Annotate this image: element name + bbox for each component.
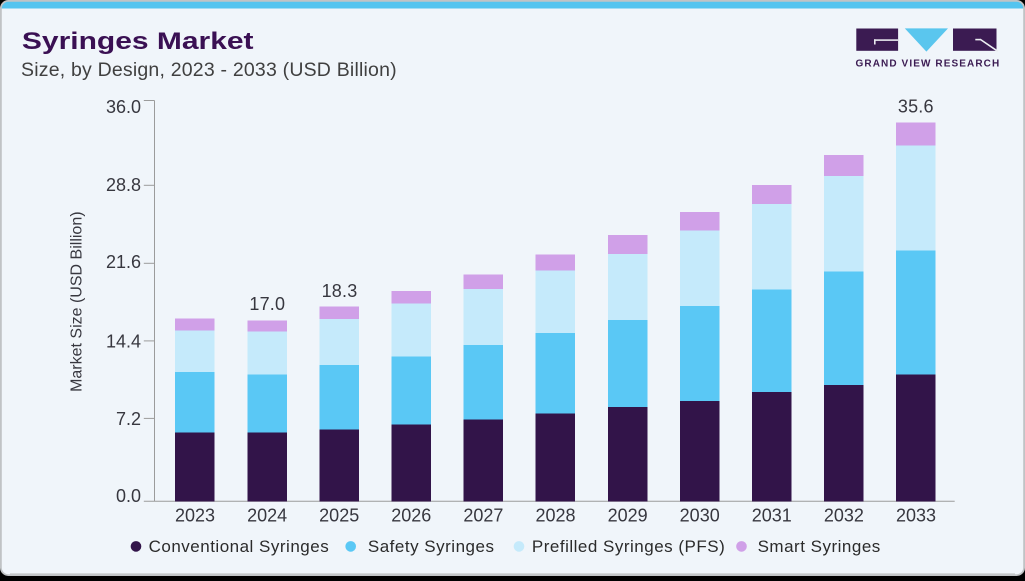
svg-text:17.0: 17.0 (249, 294, 285, 314)
svg-text:2026: 2026 (391, 505, 431, 525)
svg-text:36.0: 36.0 (106, 97, 141, 117)
svg-text:35.6: 35.6 (898, 97, 934, 117)
svg-text:0.0: 0.0 (116, 486, 141, 506)
svg-text:2024: 2024 (247, 505, 287, 525)
svg-text:GRAND VIEW RESEARCH: GRAND VIEW RESEARCH (856, 59, 1001, 70)
svg-text:Safety Syringes: Safety Syringes (368, 537, 495, 556)
svg-text:2023: 2023 (175, 505, 215, 525)
svg-text:28.8: 28.8 (106, 175, 141, 195)
svg-text:21.6: 21.6 (106, 252, 141, 272)
svg-text:14.4: 14.4 (106, 332, 141, 352)
svg-text:Conventional Syringes: Conventional Syringes (149, 537, 330, 556)
svg-text:Market Size (USD Billion): Market Size (USD Billion) (69, 211, 86, 391)
svg-text:2029: 2029 (608, 505, 648, 525)
svg-text:Prefilled Syringes (PFS): Prefilled Syringes (PFS) (532, 537, 725, 556)
svg-text:Syringes Market: Syringes Market (22, 27, 254, 55)
svg-text:2028: 2028 (535, 505, 575, 525)
svg-text:2032: 2032 (824, 505, 864, 525)
svg-text:2033: 2033 (896, 505, 936, 525)
svg-text:18.3: 18.3 (322, 281, 358, 301)
svg-text:2031: 2031 (752, 505, 792, 525)
svg-text:2027: 2027 (463, 505, 503, 525)
svg-text:7.2: 7.2 (116, 409, 141, 429)
svg-text:2025: 2025 (319, 505, 359, 525)
svg-text:Smart Syringes: Smart Syringes (758, 537, 881, 556)
svg-text:2030: 2030 (680, 505, 720, 525)
svg-text:Size, by Design, 2023 - 2033 (: Size, by Design, 2023 - 2033 (USD Billio… (21, 59, 397, 81)
